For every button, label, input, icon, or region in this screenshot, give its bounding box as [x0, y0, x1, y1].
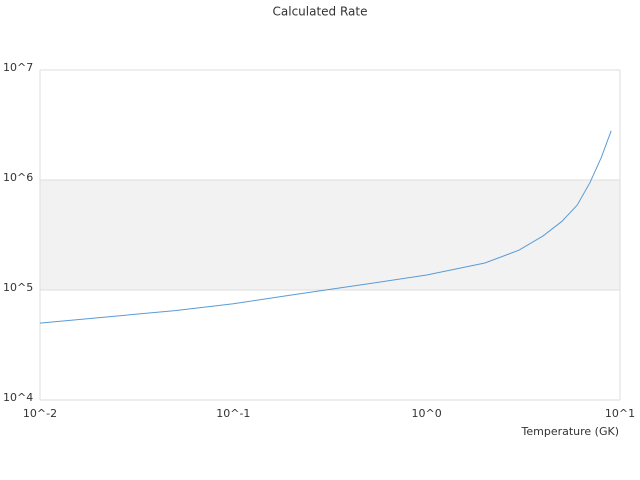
- y-tick-label: 10^4: [3, 391, 33, 404]
- x-tick-label: 10^-1: [216, 407, 250, 420]
- x-tick-label: 10^0: [412, 407, 442, 420]
- y-tick-label: 10^6: [3, 171, 33, 184]
- plot-band: [40, 180, 620, 290]
- data-line: [39, 130, 612, 324]
- x-tick-label: 10^-2: [23, 407, 57, 420]
- y-tick-label: 10^7: [3, 61, 33, 74]
- x-axis-label: Temperature (GK): [521, 425, 620, 438]
- x-tick-label: 10^1: [605, 407, 635, 420]
- y-tick-label: 10^5: [3, 281, 33, 294]
- chart-title: Calculated Rate: [273, 5, 368, 19]
